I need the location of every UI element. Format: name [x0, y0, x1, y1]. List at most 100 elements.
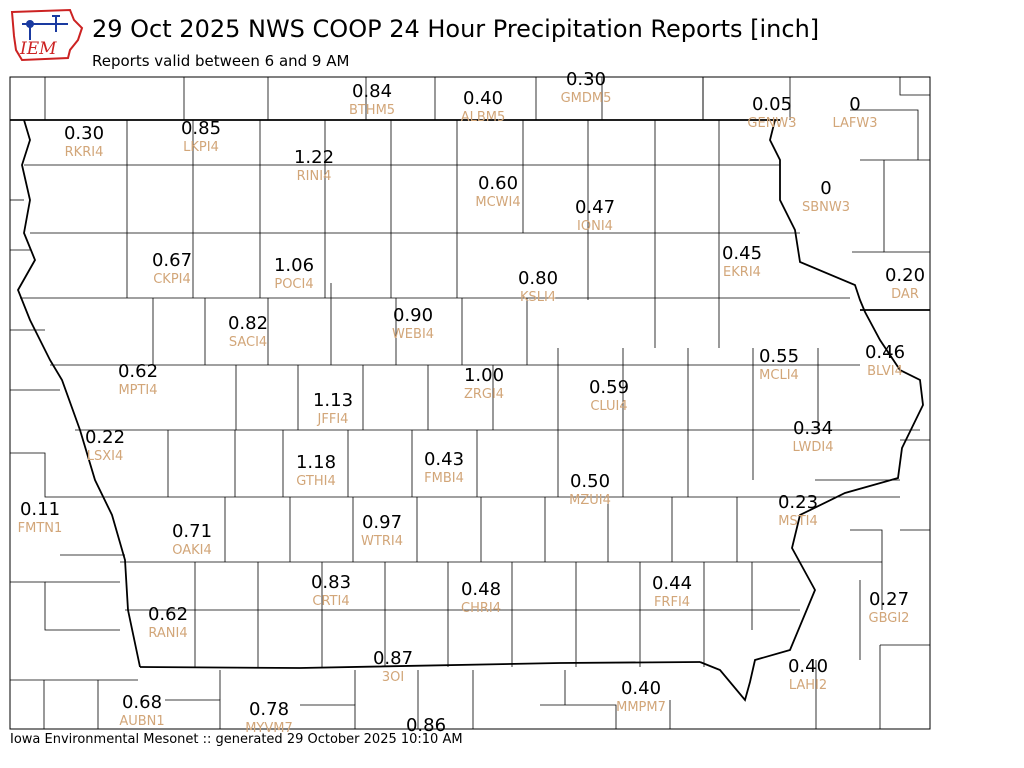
station-id: GMDM5 — [561, 91, 612, 106]
precip-value: 1.06 — [274, 255, 314, 276]
station-id: ZRGI4 — [464, 387, 504, 402]
precip-value: 0.60 — [478, 173, 518, 194]
station-id: RKRI4 — [65, 145, 104, 160]
station-id: CHRI4 — [461, 601, 501, 616]
state-boundaries — [10, 119, 930, 702]
precip-value: 0.20 — [885, 265, 925, 286]
station-id: FMBI4 — [424, 471, 464, 486]
precip-value: 0.05 — [752, 94, 792, 115]
precip-value: 0.40 — [788, 656, 828, 677]
precip-value: 0.27 — [869, 589, 909, 610]
station-id: KSLI4 — [520, 290, 556, 305]
precip-value: 0.67 — [152, 250, 192, 271]
station-id: BTHM5 — [349, 103, 395, 118]
station-id: MMPM7 — [616, 700, 666, 715]
station-id: IONI4 — [577, 219, 613, 234]
precip-value: 0.44 — [652, 573, 692, 594]
map-title: 29 Oct 2025 NWS COOP 24 Hour Precipitati… — [92, 15, 820, 43]
precip-value: 0.62 — [118, 361, 158, 382]
station-id: MZUI4 — [569, 493, 611, 508]
precip-value: 0.43 — [424, 449, 464, 470]
station-id: SBNW3 — [802, 200, 850, 215]
station-id: AUBN1 — [119, 714, 164, 729]
precip-value: 0.40 — [621, 678, 661, 699]
station-id: GBGI2 — [869, 611, 910, 626]
precip-value: 0.90 — [393, 305, 433, 326]
station-id: GENW3 — [747, 116, 796, 131]
precip-value: 0 — [849, 94, 860, 115]
station-id: CKPI4 — [153, 272, 191, 287]
precip-value: 0.80 — [518, 268, 558, 289]
station-id: LSXI4 — [87, 449, 124, 464]
precip-value: 1.00 — [464, 365, 504, 386]
precip-value: 1.22 — [294, 147, 334, 168]
precip-value: 0.30 — [566, 69, 606, 90]
station-id: CRTI4 — [312, 594, 349, 609]
station-id: MYVM7 — [245, 721, 293, 736]
precip-value: 1.18 — [296, 452, 336, 473]
station-id: OAKI4 — [172, 543, 212, 558]
station-id: MCLI4 — [759, 368, 799, 383]
precip-value: 0.83 — [311, 572, 351, 593]
precip-value: 0.87 — [373, 648, 413, 669]
station-id: MCWI4 — [475, 195, 520, 210]
station-id: WTRI4 — [361, 534, 403, 549]
precip-value: 0.59 — [589, 377, 629, 398]
precip-value: 0.55 — [759, 346, 799, 367]
station-id: FMTN1 — [18, 521, 63, 536]
precip-value: 0.23 — [778, 492, 818, 513]
station-id: FRFI4 — [654, 595, 690, 610]
precip-value: 0.34 — [793, 418, 833, 439]
station-id: MSTI4 — [778, 514, 818, 529]
station-id: RINI4 — [297, 169, 332, 184]
iem-logo: IEM — [8, 6, 86, 62]
station-id: LAHI2 — [789, 678, 827, 693]
map-layers — [10, 77, 930, 729]
station-id: CLUI4 — [590, 399, 627, 414]
precip-value: 0.84 — [352, 81, 392, 102]
map-subtitle: Reports valid between 6 and 9 AM — [92, 52, 350, 70]
station-id: POCI4 — [274, 277, 313, 292]
precip-value: 0.68 — [122, 692, 162, 713]
station-id: MPTI4 — [118, 383, 157, 398]
precip-value: 0.82 — [228, 313, 268, 334]
precip-value: 0 — [820, 178, 831, 199]
station-id: ALBM5 — [461, 110, 506, 125]
station-id: EKRI4 — [723, 265, 761, 280]
